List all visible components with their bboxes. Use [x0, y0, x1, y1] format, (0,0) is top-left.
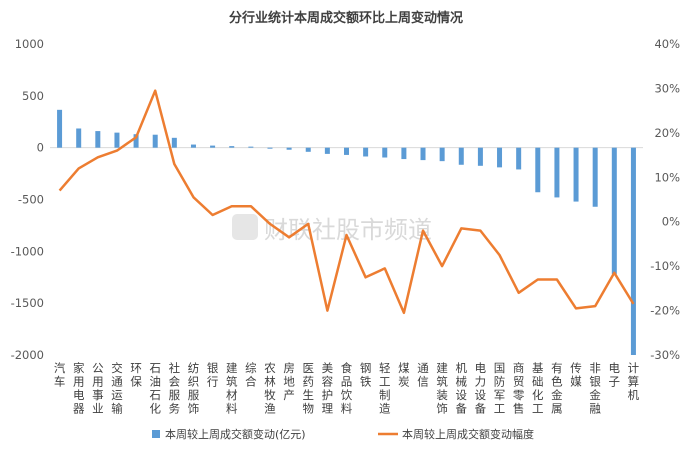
bar: [344, 147, 349, 155]
bar: [57, 109, 63, 148]
bar: [630, 147, 636, 355]
watermark-logo: [232, 214, 258, 240]
category-label: 建筑材料: [226, 361, 238, 416]
bar: [286, 147, 292, 150]
category-label: 计算机: [628, 361, 640, 402]
bar: [573, 147, 579, 202]
left-tick-label: -500: [18, 193, 44, 207]
bar: [611, 147, 617, 275]
bar: [190, 144, 196, 148]
category-label: 房地产: [283, 361, 295, 402]
bar: [114, 132, 120, 148]
left-axis: 1000 500 0 -500 -1000 -1500 -2000: [11, 37, 44, 362]
category-label: 环保: [130, 361, 142, 389]
category-label: 建筑装饰: [436, 361, 448, 416]
category-label: 钢铁: [360, 361, 372, 389]
bar: [133, 134, 139, 148]
category-label: 传媒: [570, 361, 582, 389]
legend: 本周较上周成交额变动(亿元) 本周较上周成交额变动幅度: [152, 427, 534, 441]
category-label: 国防军工: [494, 361, 506, 416]
category-label: 电力设备: [475, 361, 487, 416]
bar: [229, 146, 235, 148]
right-tick-label: -30%: [650, 348, 680, 362]
category-label: 轻工制造: [379, 361, 391, 416]
category-label: 煤炭: [398, 361, 410, 389]
legend-bar-label: 本周较上周成交额变动(亿元): [165, 427, 306, 441]
right-tick-label: 10%: [654, 170, 680, 184]
chart-title: 分行业统计本周成交额环比上周变动情况: [229, 10, 463, 26]
category-label: 医药生物: [302, 361, 314, 416]
category-label: 基础化工: [532, 361, 544, 416]
bar-series: [57, 109, 636, 355]
bar: [592, 147, 598, 207]
left-tick-label: 1000: [15, 37, 44, 51]
bar: [248, 146, 254, 148]
bar: [458, 147, 464, 165]
watermark: 财联社股市频道: [232, 214, 432, 244]
category-label: 通信: [417, 361, 429, 389]
bar: [152, 134, 158, 148]
legend-line-label: 本周较上周成交额变动幅度: [402, 427, 534, 441]
right-tick-label: 0%: [662, 215, 680, 229]
bar: [363, 147, 369, 157]
category-label: 非银金融: [589, 361, 601, 416]
left-tick-label: 0: [37, 141, 44, 155]
bar: [420, 147, 426, 161]
category-label: 交通运输: [111, 361, 123, 416]
bar: [171, 137, 177, 148]
bar: [477, 147, 483, 166]
bar: [401, 147, 407, 160]
legend-bar-swatch: [152, 430, 160, 438]
category-label: 银行: [207, 361, 219, 389]
bar: [210, 145, 216, 148]
category-label: 有色金属: [551, 361, 563, 416]
category-label: 家用电器: [73, 361, 85, 416]
category-label: 石油石化: [149, 361, 161, 416]
right-tick-label: -10%: [650, 259, 680, 273]
right-tick-label: 20%: [654, 126, 680, 140]
left-tick-label: 500: [22, 89, 44, 103]
category-label: 农林牧渔: [264, 361, 276, 416]
bar: [497, 147, 503, 168]
bar: [535, 147, 541, 193]
category-label: 美容护理: [322, 361, 334, 416]
category-label: 电子: [609, 361, 621, 389]
category-labels: 汽车家用电器公用事业交通运输环保石油石化社会服务纺织服饰银行建筑材料综合农林牧渔…: [54, 361, 640, 416]
left-tick-label: -2000: [11, 348, 44, 362]
bar: [516, 147, 522, 170]
category-label: 社会服务: [169, 361, 181, 416]
bar: [305, 147, 311, 152]
category-label: 汽车: [54, 361, 66, 389]
left-tick-label: -1000: [11, 244, 44, 258]
category-label: 公用事业: [92, 361, 104, 416]
category-label: 机械设备: [456, 361, 468, 416]
category-label: 食品饮料: [341, 361, 353, 416]
right-tick-label: 40%: [654, 37, 680, 51]
bar: [76, 128, 82, 148]
category-label: 商贸零售: [513, 361, 525, 416]
bar: [267, 147, 273, 149]
line-series: [58, 89, 635, 315]
bar: [382, 147, 388, 158]
bar: [439, 147, 445, 162]
bar: [554, 147, 560, 198]
category-label: 纺织服饰: [188, 361, 200, 416]
category-label: 综合: [245, 361, 257, 389]
left-tick-label: -1500: [11, 296, 44, 310]
right-tick-label: -20%: [650, 304, 680, 318]
bar: [324, 147, 330, 154]
right-axis: 40% 30% 20% 10% 0% -10% -20% -30%: [650, 37, 680, 362]
bar: [95, 131, 101, 148]
right-tick-label: 30%: [654, 81, 680, 95]
